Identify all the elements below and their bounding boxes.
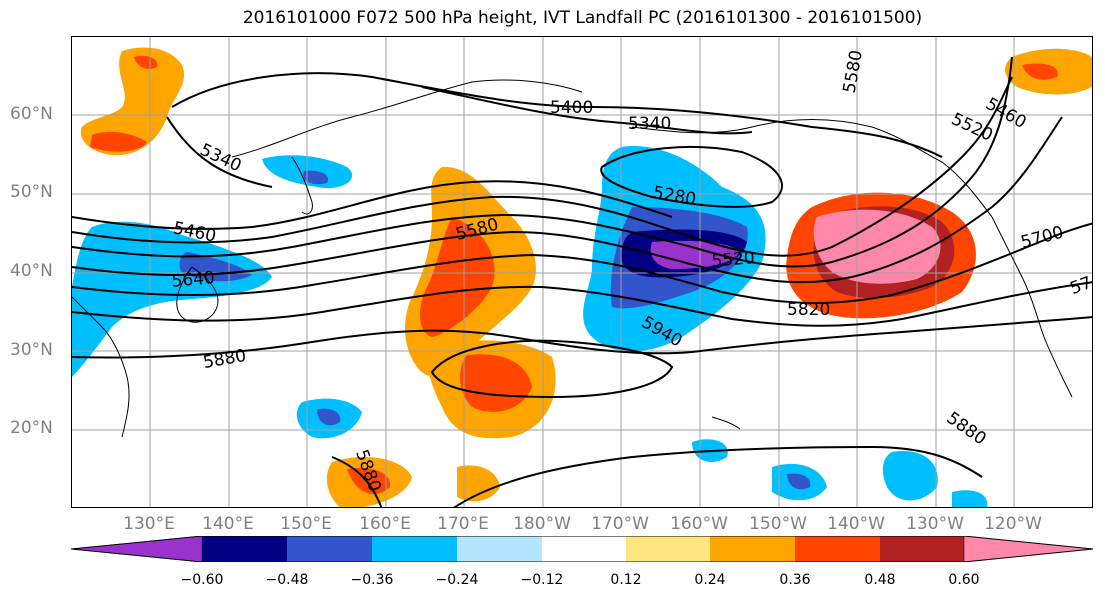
colorbar-tick-label: 0.48 (864, 572, 896, 588)
colorbar-tick-label: −0.24 (435, 572, 479, 588)
contour-5400 (171, 72, 943, 158)
lon-label-160e: 160°E (359, 514, 411, 534)
shaded-anomalies (72, 47, 1092, 507)
contour-label-5640: 5640 (171, 268, 216, 292)
map-panel: 5400 5340 5580 5340 5460 5520 5280 5460 … (71, 36, 1093, 508)
lon-label-180w: 180°W (513, 514, 571, 534)
colorbar-segment-2 (287, 536, 372, 562)
coastline-kamchatka (291, 156, 313, 215)
anomaly-negative-japan (72, 221, 272, 377)
anomaly-positive-south3 (457, 465, 500, 502)
contour-label-5340-a: 5340 (628, 114, 671, 134)
contour-5460 (72, 180, 673, 230)
lat-label-20n: 20°N (10, 418, 53, 438)
colorbar-tick-label: −0.36 (350, 572, 394, 588)
lat-label-60n: 60°N (10, 104, 53, 124)
colorbar-segment-4 (457, 536, 542, 562)
lat-label-50n: 50°N (10, 182, 53, 202)
colorbar-segment-8 (795, 536, 880, 562)
contour-label-5880-a: 5880 (202, 346, 248, 373)
anomaly-positive-plume-core (420, 217, 495, 337)
contour-label-5820: 5820 (787, 300, 830, 320)
contour-5880-south (453, 445, 983, 507)
colorbar (71, 536, 1093, 562)
lon-label-140w: 140°W (827, 514, 885, 534)
colorbar-tick-label: 0.24 (694, 572, 726, 588)
lon-label-120w: 120°W (984, 514, 1042, 534)
lat-label-30n: 30°N (10, 340, 53, 360)
lon-label-170e: 170°E (437, 514, 489, 534)
lon-label-140e: 140°E (202, 514, 254, 534)
colorbar-tick-label: 0.12 (610, 572, 642, 588)
colorbar-tick-label: 0.60 (948, 572, 980, 588)
contour-label-5520-b: 5520 (711, 248, 756, 272)
colorbar-segment-10 (963, 536, 1093, 562)
anomaly-negative-kamchatka-core (303, 170, 329, 185)
contour-5700 (72, 222, 1092, 304)
coastline-china (72, 296, 130, 438)
height-contours (72, 56, 1092, 507)
contour-label-5700: 5700 (1019, 222, 1066, 253)
map-canvas: 5400 5340 5580 5340 5460 5520 5280 5460 … (72, 37, 1093, 507)
contour-5820 (72, 281, 1092, 327)
contour-5580 (72, 56, 1013, 268)
anomaly-negative-south1-core (317, 408, 341, 426)
lon-label-160w: 160°W (670, 514, 728, 534)
lat-label-40n: 40°N (10, 261, 53, 281)
colorbar-segment-6 (626, 536, 710, 562)
lon-label-150w: 150°W (749, 514, 807, 534)
contour-5640 (72, 116, 1063, 284)
colorbar-tick-label: −0.60 (180, 572, 224, 588)
colorbar-tick-label: 0.36 (779, 572, 811, 588)
contour-5340-north (421, 86, 753, 135)
colorbar-segment-0 (71, 536, 203, 562)
colorbar-segment-5 (542, 536, 626, 562)
contour-5940 (430, 339, 674, 399)
lon-label-130w: 130°W (906, 514, 964, 534)
coastline-hawaii (711, 416, 741, 430)
lon-label-150e: 150°E (280, 514, 332, 534)
contour-5880 (72, 316, 1092, 359)
anomaly-positive-south2-core (347, 467, 391, 494)
anomaly-negative-south6 (882, 451, 938, 501)
anomaly-positive-nw (80, 47, 185, 156)
figure-title: 2016101000 F072 500 hPa height, IVT Land… (242, 8, 923, 28)
anomaly-positive-nw-core (90, 131, 147, 152)
anomaly-negative-south7 (952, 490, 988, 507)
colorbar-segment-7 (710, 536, 795, 562)
contour-label-5880-b: 5880 (943, 408, 990, 449)
anomaly-negative-central-min (650, 240, 740, 269)
anomaly-negative-south5-core (787, 473, 811, 490)
contour-label-5340-b: 5340 (197, 140, 245, 176)
contour-label-57: 57 (1067, 273, 1093, 299)
contour-label-5400: 5400 (550, 98, 593, 118)
lon-label-130e: 130°E (123, 514, 175, 534)
colorbar-segment-1 (202, 536, 287, 562)
coastline-siberia (231, 79, 583, 158)
contour-5340-west (166, 116, 273, 188)
contour-5520 (72, 76, 1013, 257)
contour-label-5580-a: 5580 (840, 49, 867, 95)
anomaly-positive-ne-core (1022, 63, 1058, 80)
contour-5880-sw (331, 456, 383, 507)
colorbar-segment-9 (880, 536, 964, 562)
colorbar-segment-3 (372, 536, 457, 562)
coastline-north-america (991, 216, 1073, 398)
colorbar-tick-label: −0.12 (520, 572, 564, 588)
anomaly-positive-south-core (460, 354, 532, 412)
contour-5280 (600, 146, 783, 208)
colorbar-tick-label: −0.48 (265, 572, 309, 588)
anomaly-positive-nw-core2 (134, 55, 158, 69)
lon-label-170w: 170°W (591, 514, 649, 534)
